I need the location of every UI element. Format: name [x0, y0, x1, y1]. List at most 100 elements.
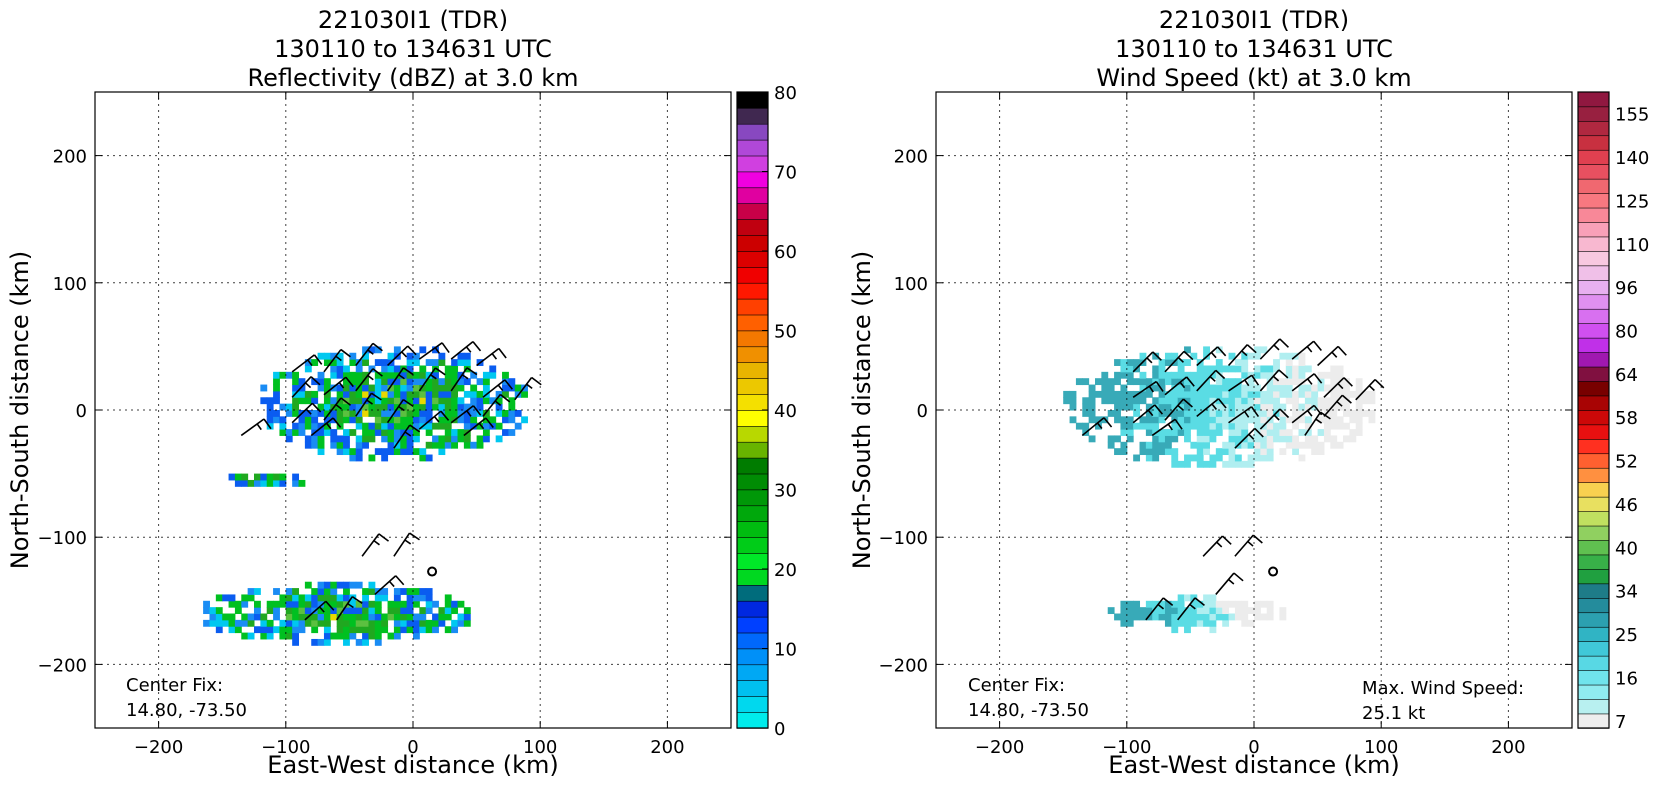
wind-field-cell: [1222, 619, 1230, 627]
reflectivity-field-cell: [419, 365, 427, 373]
reflectivity-field-cell: [247, 619, 255, 627]
reflectivity-field-cell: [393, 613, 401, 621]
wind-colorbar-segment: [1577, 236, 1610, 252]
reflectivity-barb-flag: [373, 539, 380, 546]
reflectivity-field-cell: [508, 403, 516, 411]
wind-colorbar-segment: [1577, 467, 1610, 483]
wind-field-cell: [1273, 429, 1280, 436]
reflectivity-title-line-3: Reflectivity (dBZ) at 3.0 km: [248, 64, 579, 92]
reflectivity-barb-shaft: [482, 379, 506, 398]
reflectivity-field-cell: [228, 473, 236, 481]
reflectivity-field-cell: [457, 378, 465, 386]
reflectivity-field-cell: [368, 632, 376, 640]
reflectivity-field-cell: [311, 416, 319, 424]
wind-field-cell: [1164, 613, 1172, 621]
reflectivity-field-cell: [495, 390, 503, 398]
reflectivity-field-cell: [432, 378, 439, 386]
wind-field-cell: [1196, 378, 1204, 386]
reflectivity-field-cell: [425, 600, 433, 608]
wind-field-cell: [1234, 435, 1242, 443]
wind-field-cell: [1222, 397, 1230, 405]
reflectivity-field-cell: [400, 626, 408, 634]
reflectivity-barb-flag: [404, 539, 412, 545]
reflectivity-field-cell: [215, 594, 223, 602]
reflectivity-field-cell: [349, 352, 357, 360]
reflectivity-field-cell: [406, 384, 414, 392]
reflectivity-ytick-label: 200: [53, 147, 87, 168]
reflectivity-field-cell: [387, 397, 395, 405]
reflectivity-field-cell: [406, 429, 414, 436]
wind-field-cell: [1285, 390, 1293, 398]
reflectivity-field-cell: [349, 613, 357, 621]
wind-field-cell: [1184, 454, 1191, 462]
reflectivity-field-cell: [444, 378, 452, 386]
wind-field-cell: [1171, 619, 1179, 627]
wind-barb-flag: [1179, 381, 1186, 389]
wind-barb-flag: [1374, 379, 1385, 389]
reflectivity-field-cell: [387, 410, 395, 417]
reflectivity-field-cell: [381, 448, 389, 456]
wind-wind-barb: [1196, 346, 1227, 367]
wind-field-cell: [1164, 448, 1172, 456]
reflectivity-field-cell: [285, 607, 293, 615]
reflectivity-field-cell: [273, 390, 280, 398]
reflectivity-field-cell: [203, 619, 210, 627]
wind-field-cell: [1254, 371, 1261, 379]
wind-field-cell: [1107, 390, 1115, 398]
wind-field-cell: [1114, 435, 1121, 443]
wind-field-cell: [1254, 607, 1261, 615]
wind-field-cell: [1343, 397, 1350, 405]
wind-field-cell: [1241, 384, 1249, 392]
wind-field-cell: [1222, 460, 1230, 468]
wind-barb-shaft: [1151, 418, 1176, 437]
wind-field-cell: [1234, 460, 1242, 468]
reflectivity-barb-flag: [433, 416, 440, 423]
wind-field-cell: [1184, 410, 1191, 417]
wind-field-cell: [1292, 365, 1300, 373]
reflectivity-field-cell: [336, 416, 344, 424]
wind-field-cell: [1228, 448, 1236, 456]
wind-field-cell: [1349, 410, 1357, 417]
wind-field-cell: [1088, 384, 1096, 392]
reflectivity-field-cell: [381, 626, 389, 634]
wind-field-cell: [1215, 422, 1223, 430]
reflectivity-field-cell: [298, 594, 306, 602]
reflectivity-field-cell: [387, 422, 395, 430]
wind-field-cell: [1273, 397, 1280, 405]
wind-field-cell: [1145, 613, 1153, 621]
reflectivity-field-cell: [406, 600, 414, 608]
reflectivity-field-cell: [400, 429, 408, 436]
wind-barb-shaft: [1259, 338, 1281, 360]
reflectivity-field-cell: [298, 613, 306, 621]
wind-field-cell: [1158, 435, 1166, 443]
wind-field-cell: [1171, 371, 1179, 379]
wind-field-cell: [1190, 441, 1198, 449]
reflectivity-field-cell: [343, 441, 350, 449]
reflectivity-center-fix-value: 14.80, -73.50: [126, 700, 247, 721]
reflectivity-field-cell: [343, 397, 350, 405]
reflectivity-field-cell: [292, 626, 300, 634]
wind-field-cell: [1362, 390, 1369, 398]
wind-field-cell: [1260, 454, 1268, 462]
wind-field-cell: [1139, 390, 1147, 398]
reflectivity-colorbar-segment: [736, 679, 769, 697]
wind-field-cell: [1203, 346, 1210, 354]
reflectivity-field-cell: [304, 435, 312, 443]
wind-xtick-label: 100: [1364, 737, 1398, 758]
reflectivity-field-cell: [362, 632, 369, 640]
wind-barb-flag: [1315, 418, 1323, 424]
wind-field-cell: [1304, 384, 1312, 392]
wind-field-cell: [1279, 422, 1287, 430]
wind-field-cell: [1298, 454, 1306, 462]
reflectivity-field-cell: [336, 607, 344, 615]
wind-field-cell: [1133, 607, 1141, 615]
reflectivity-field-cell: [444, 397, 452, 405]
wind-field-cell: [1126, 416, 1134, 424]
wind-barb-shaft: [1291, 373, 1315, 392]
wind-center-fix-label: Center Fix:: [968, 675, 1065, 696]
reflectivity-barb-flag: [318, 606, 325, 613]
wind-barb-flag: [1103, 417, 1113, 428]
reflectivity-field-cell: [374, 390, 382, 398]
wind-field-cell: [1273, 422, 1280, 430]
wind-field-cell: [1355, 390, 1363, 398]
